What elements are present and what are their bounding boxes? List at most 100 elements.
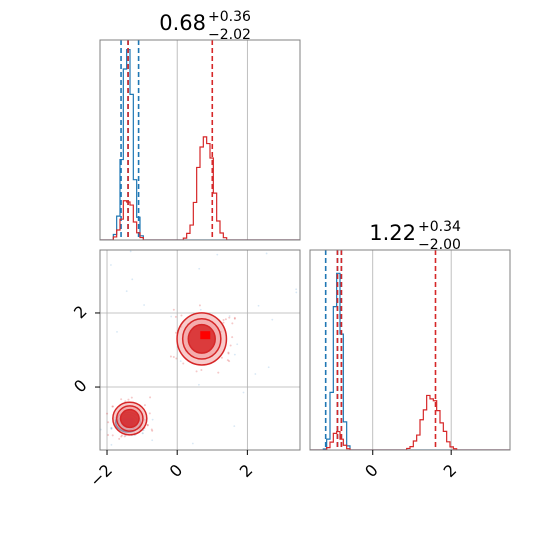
scatter-outlier: [254, 373, 257, 375]
scatter-outlier: [129, 250, 132, 253]
scatter-outlier: [228, 315, 231, 317]
scatter-point: [110, 426, 113, 429]
scatter-point: [169, 355, 172, 358]
scatter-point: [111, 434, 114, 437]
scatter-outlier: [151, 439, 154, 442]
scatter-outlier: [233, 425, 236, 428]
scatter-point: [107, 433, 110, 436]
scatter-point: [120, 398, 123, 401]
scatter-outlier: [267, 366, 270, 369]
scatter-point: [118, 437, 121, 440]
scatter-outlier: [116, 330, 118, 333]
scatter-outlier: [198, 267, 201, 270]
scatter-point: [123, 435, 126, 438]
panel-frame: [309, 249, 511, 451]
scatter-outlier: [199, 308, 202, 311]
scatter-point: [233, 317, 236, 320]
scatter-point: [227, 352, 230, 355]
scatter-point: [217, 371, 220, 374]
scatter-point: [130, 396, 133, 399]
scatter-point: [228, 360, 231, 363]
histogram-series-1: [310, 394, 510, 450]
panel-content: [100, 40, 300, 240]
scatter-outlier: [271, 318, 274, 321]
scatter-outlier: [151, 418, 154, 421]
x-tick-label: 0: [166, 460, 187, 481]
scatter-point: [233, 316, 236, 319]
scatter-outlier: [295, 291, 298, 294]
panel-title: 1.22 +0.34 −2.00: [369, 219, 461, 253]
scatter-point: [180, 314, 183, 317]
contour-level-1-2: [119, 408, 140, 429]
scatter-point: [141, 432, 144, 435]
scatter-point: [146, 423, 149, 426]
scatter-outlier: [236, 343, 239, 346]
panel-top-left: 0.68 +0.36 −2.02: [99, 9, 301, 241]
x-tick-label: 0: [361, 460, 382, 481]
x-tick-label: 2: [236, 460, 257, 481]
scatter-outlier: [110, 443, 113, 446]
scatter-point: [110, 427, 113, 430]
scatter-outlier: [191, 442, 194, 445]
panel-frame: [99, 39, 301, 241]
title-value: 0.68: [159, 11, 206, 35]
title-lower-error: −2.00: [418, 237, 461, 253]
scatter-point: [121, 434, 124, 437]
scatter-point: [150, 428, 153, 431]
scatter-point: [111, 405, 114, 408]
title-value: 1.22: [369, 221, 416, 245]
scatter-outlier: [295, 288, 298, 291]
histogram-series-0: [100, 48, 300, 240]
scatter-outlier: [170, 315, 173, 318]
scatter-point: [106, 412, 109, 415]
scatter-point: [182, 362, 185, 365]
scatter-point: [231, 336, 234, 339]
scatter-outlier: [198, 383, 200, 386]
x-tick-label: −2: [86, 460, 116, 490]
scatter-outlier: [257, 304, 260, 307]
title-upper-error: +0.34: [418, 219, 461, 235]
scatter-point: [146, 424, 149, 427]
scatter-point: [143, 404, 146, 407]
y-tick-label: 2: [70, 302, 91, 323]
scatter-point: [222, 321, 225, 324]
scatter-outlier: [110, 264, 112, 266]
panel-content: [310, 250, 510, 450]
scatter-point: [174, 331, 177, 334]
scatter-point: [149, 396, 152, 399]
scatter-point: [151, 429, 154, 432]
x-tick-label: 2: [440, 460, 461, 481]
scatter-point: [227, 351, 230, 354]
peak-marker: [200, 331, 211, 340]
scatter-outlier: [143, 304, 145, 306]
panel-bottom-right: 0 2 1.22 +0.34 −2.00: [309, 219, 511, 481]
title-upper-error: +0.36: [208, 9, 251, 25]
scatter-point: [224, 318, 227, 321]
scatter-point: [229, 344, 232, 347]
scatter-point: [127, 398, 130, 401]
panel-bottom-left: −2 0 2 0 2: [70, 249, 301, 491]
scatter-outlier: [125, 290, 128, 293]
panel-title: 0.68 +0.36 −2.02: [159, 9, 251, 43]
y-tick-label: 0: [70, 376, 91, 397]
scatter-point: [198, 304, 201, 307]
histogram-series-0: [310, 272, 510, 450]
scatter-outlier: [216, 253, 219, 256]
scatter-point: [120, 435, 123, 438]
scatter-outlier: [179, 360, 182, 363]
scatter-point: [107, 421, 110, 424]
panel-frame: [99, 249, 301, 451]
scatter-point: [172, 356, 175, 359]
scatter-point: [226, 359, 229, 362]
scatter-outlier: [131, 278, 134, 281]
scatter-point: [228, 316, 231, 319]
title-lower-error: −2.02: [208, 27, 251, 43]
scatter-outlier: [265, 252, 268, 255]
panel-content: [100, 250, 298, 446]
histogram-series-1: [100, 136, 300, 240]
scatter-point: [222, 319, 225, 322]
scatter-point: [111, 405, 114, 408]
scatter-point: [220, 356, 223, 359]
scatter-outlier: [242, 391, 245, 394]
